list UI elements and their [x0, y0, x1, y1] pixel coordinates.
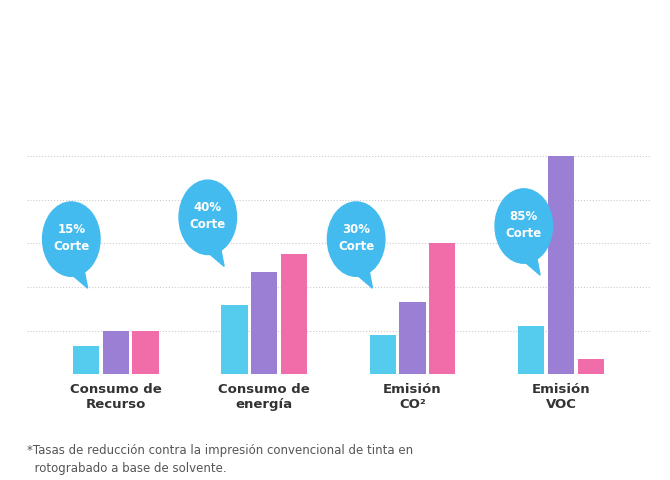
Bar [251, 272, 277, 374]
Bar [133, 331, 159, 374]
Ellipse shape [328, 202, 385, 276]
Bar [429, 243, 455, 374]
Bar [370, 335, 396, 374]
Text: 85%
Corte: 85% Corte [506, 210, 542, 240]
Ellipse shape [179, 180, 237, 254]
Ellipse shape [43, 202, 100, 276]
Bar [103, 331, 129, 374]
Polygon shape [523, 260, 540, 275]
Text: 15%
Corte: 15% Corte [53, 223, 89, 253]
Polygon shape [354, 273, 373, 288]
Bar [73, 346, 99, 374]
Bar [399, 302, 425, 374]
Bar [222, 305, 247, 374]
Bar [578, 359, 604, 374]
Text: 30%
Corte: 30% Corte [338, 223, 375, 253]
Bar [281, 254, 307, 374]
Ellipse shape [495, 189, 553, 263]
Bar [518, 326, 544, 374]
Text: *Tasas de reducción contra la impresión convencional de tinta en
  rotograbado a: *Tasas de reducción contra la impresión … [27, 444, 413, 475]
Polygon shape [70, 273, 88, 288]
Text: 40%
Corte: 40% Corte [190, 202, 226, 231]
Polygon shape [206, 251, 224, 266]
Bar [548, 156, 574, 374]
